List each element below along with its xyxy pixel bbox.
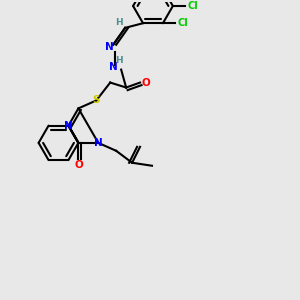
Text: N: N xyxy=(64,121,73,130)
Text: N: N xyxy=(94,138,103,148)
Text: Cl: Cl xyxy=(177,18,188,28)
Text: N: N xyxy=(105,42,114,52)
Text: Cl: Cl xyxy=(188,1,198,11)
Text: S: S xyxy=(92,95,100,106)
Text: O: O xyxy=(142,78,150,88)
Text: N: N xyxy=(109,61,118,72)
Text: O: O xyxy=(74,160,83,170)
Text: H: H xyxy=(116,18,123,27)
Text: H: H xyxy=(116,56,123,65)
